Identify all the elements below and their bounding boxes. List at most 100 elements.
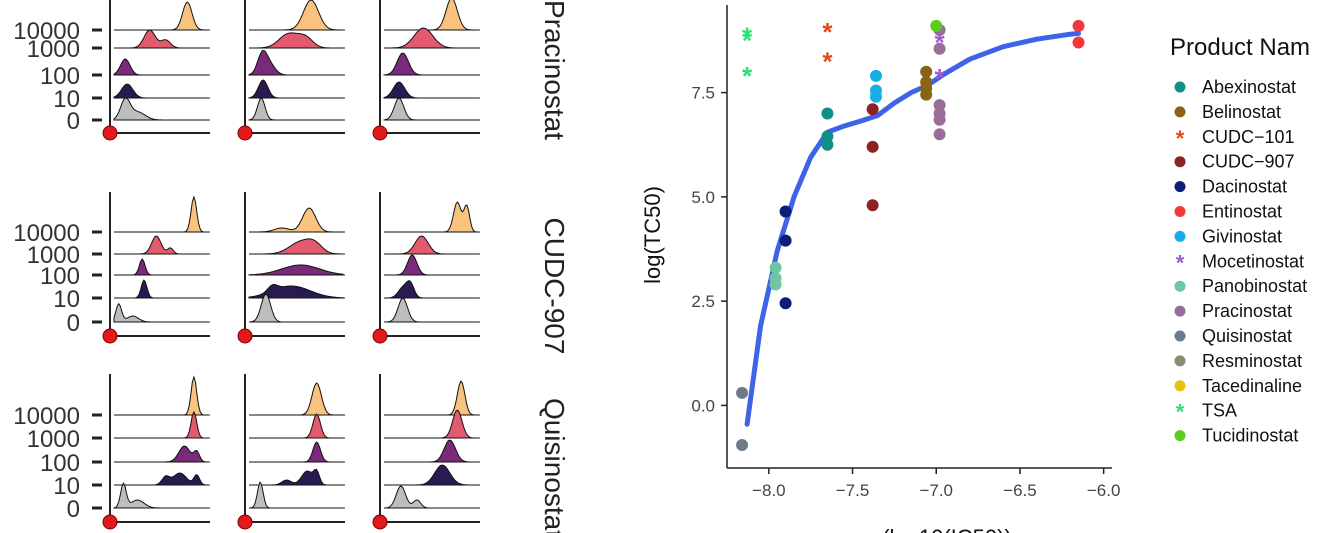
legend-key [1174, 355, 1186, 367]
legend-label: Panobinostat [1202, 276, 1307, 296]
data-point [779, 297, 792, 310]
legend-key [1174, 156, 1186, 168]
data-point [933, 42, 946, 55]
ridge-marker [102, 125, 118, 141]
ridge-density [113, 482, 208, 509]
ridge-density [384, 254, 478, 276]
data-point [869, 90, 882, 103]
ridge-density [113, 302, 208, 323]
legend-label: Givinostat [1202, 226, 1282, 246]
data-point-star: * [742, 25, 753, 55]
ridge-density [384, 0, 478, 31]
ridge-density [114, 195, 208, 233]
x-tick-label: −8.0 [752, 481, 786, 500]
ridge-ytick-label: 100 [40, 63, 80, 90]
y-tick-label: 2.5 [691, 292, 715, 311]
legend-label: Dacinostat [1202, 177, 1287, 197]
x-tick-label: −6.5 [1003, 481, 1037, 500]
ridge-density [248, 264, 344, 276]
ridge-ytick-label: 10000 [13, 220, 80, 247]
ridge-ytick-label: 0 [67, 310, 80, 337]
data-point [920, 88, 933, 101]
ridge-density [384, 201, 479, 233]
data-point [821, 138, 834, 151]
legend-key [1174, 81, 1186, 93]
ridge-ytick-label: 0 [67, 108, 80, 135]
ridge-marker [372, 514, 388, 530]
ridge-marker [237, 328, 253, 344]
ridge-density [383, 52, 478, 76]
legend-label: Belinostat [1202, 102, 1281, 122]
ridge-row-label: Pracinostat [539, 0, 570, 140]
ridge-density [113, 83, 208, 99]
legend-key [1174, 305, 1186, 317]
data-point [736, 386, 749, 399]
x-tick-label: −7.0 [919, 481, 953, 500]
data-point [866, 199, 879, 212]
legend-label: Entinostat [1202, 202, 1282, 222]
legend-key [1174, 106, 1186, 118]
ridge-row-label: Quisinostat [539, 398, 570, 533]
ridge-ytick-label: 10000 [13, 403, 80, 430]
legend-key-star: * [1176, 126, 1185, 151]
smooth-curve [744, 30, 1081, 427]
legend-label: Tucidinostat [1202, 426, 1298, 446]
data-point-star: * [935, 28, 946, 58]
ridge-ytick-label: 100 [40, 450, 80, 477]
data-point [933, 99, 946, 112]
ridge-marker [102, 514, 118, 530]
data-point [1072, 36, 1085, 49]
ridge-ytick-label: 1000 [27, 242, 80, 269]
legend-key [1174, 280, 1186, 292]
ridge-marker [372, 328, 388, 344]
data-point [779, 234, 792, 247]
ridge-density [249, 468, 343, 486]
scatter-panel: −8.0 −7.5 −7.0 −6.5 −6.0 0.0 2.5 5.0 7.5 mean(log… [640, 5, 1120, 533]
x-tick-label: −7.5 [836, 481, 870, 500]
ridge-density [384, 464, 478, 486]
ridge-marker [237, 514, 253, 530]
data-point [933, 128, 946, 141]
ridge-density [114, 1, 208, 31]
data-point [779, 205, 792, 218]
legend-key [1174, 330, 1186, 342]
data-point-star: * [822, 46, 833, 76]
x-tick-label: −6.0 [1087, 481, 1121, 500]
ridge-density [114, 375, 208, 416]
ridge-density [249, 32, 343, 49]
legend-label: Pracinostat [1202, 301, 1292, 321]
y-tick-label: 5.0 [691, 188, 715, 207]
ridge-ytick-label: 10000 [13, 18, 80, 45]
y-tick-label: 0.0 [691, 396, 715, 415]
ridge-density [384, 409, 478, 439]
data-point [866, 140, 879, 153]
data-point [821, 130, 834, 143]
legend-key [1174, 380, 1186, 392]
legend-key [1174, 230, 1186, 242]
legend-title: Product Nam [1170, 34, 1310, 61]
ridge-density [114, 472, 208, 486]
ridge-density [113, 97, 208, 121]
ridge-ytick-label: 0 [67, 496, 80, 523]
legend: Product Nam Abexinostat Belinostat * CUDC−10… [1170, 34, 1310, 446]
ridge-ytick-label: 10 [53, 286, 80, 313]
y-tick-label: 7.5 [691, 84, 715, 103]
ridge-density [383, 97, 478, 121]
legend-key-star: * [1176, 250, 1185, 275]
data-point-star: * [742, 21, 753, 51]
data-point-star: * [935, 63, 946, 93]
ridge-density [249, 441, 343, 463]
legend-label: Resminostat [1202, 351, 1302, 371]
ridge-row-label: CUDC-907 [539, 218, 570, 355]
legend-label: Mocetinostat [1202, 251, 1304, 271]
ridge-density [114, 29, 208, 49]
ridge-density [384, 297, 478, 323]
data-point [933, 113, 946, 126]
ridge-ytick-label: 1000 [27, 36, 80, 63]
ridge-density [384, 27, 478, 49]
ridge-density [113, 58, 208, 76]
data-point-star: * [742, 61, 753, 91]
ridge-density [114, 410, 208, 439]
